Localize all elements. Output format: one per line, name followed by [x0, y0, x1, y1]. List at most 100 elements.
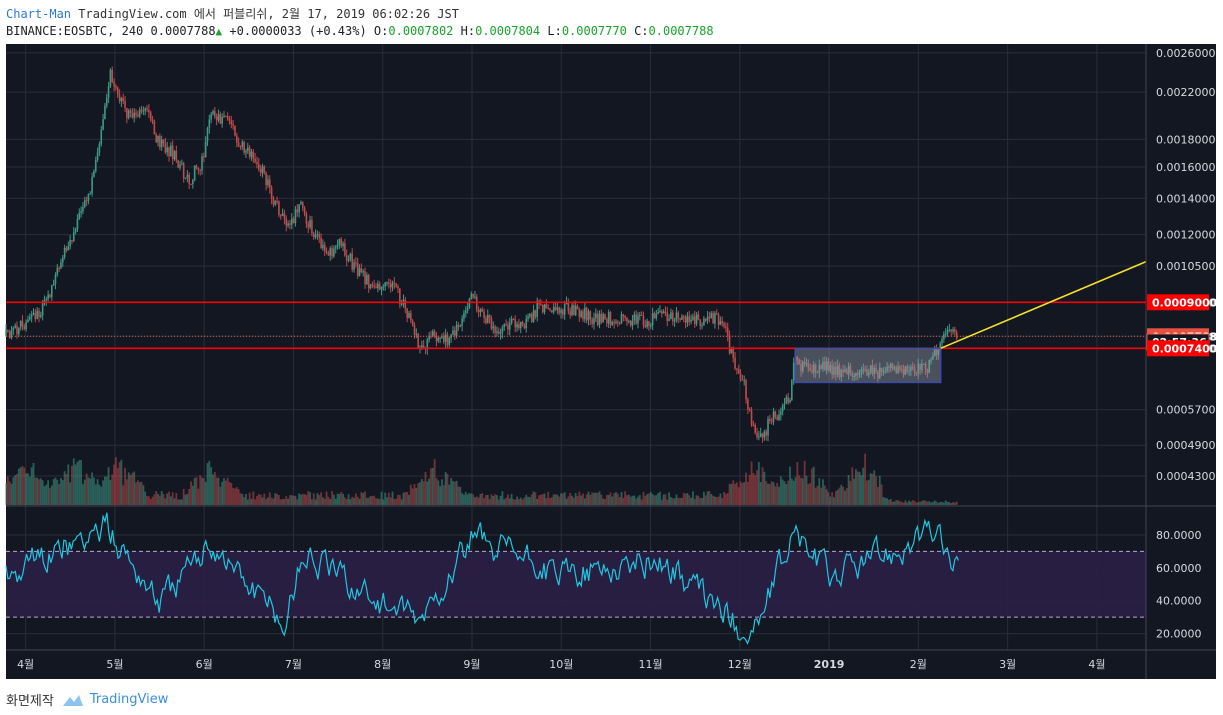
volume-bar — [629, 496, 632, 505]
candle-body — [408, 313, 410, 318]
candle-body — [681, 316, 683, 320]
candle-body — [50, 285, 53, 297]
candle-body — [695, 314, 698, 324]
y-tick-label: 0.0004900 — [1156, 439, 1216, 452]
volume-bar — [534, 492, 537, 505]
candle-body — [168, 147, 170, 157]
candle-body — [236, 135, 238, 143]
candle-body — [181, 163, 183, 165]
candle-body — [712, 312, 714, 324]
candle-body — [256, 161, 258, 164]
candle-body — [32, 312, 35, 315]
volume-bar — [160, 491, 163, 505]
candle-body — [593, 317, 595, 324]
volume-bar — [208, 460, 211, 505]
volume-bar — [21, 466, 24, 505]
drawings-overlay[interactable] — [6, 260, 1147, 384]
volume-bar — [541, 494, 544, 505]
volume-bar — [946, 501, 949, 505]
candle-body — [94, 159, 97, 172]
volume-bar — [508, 498, 511, 505]
candle-body — [91, 176, 93, 194]
candle-body — [375, 287, 377, 289]
volume-bar — [924, 500, 927, 505]
volume-bar — [395, 498, 398, 505]
candle-body — [296, 209, 299, 213]
volume-bar — [539, 494, 542, 505]
candle-body — [816, 372, 819, 374]
candle-body — [21, 320, 24, 327]
volume-bar — [19, 467, 22, 505]
volume-bar — [49, 487, 51, 505]
volume-bar — [648, 493, 650, 505]
volume-bar — [715, 497, 718, 505]
candle-body — [602, 314, 604, 323]
footer-brand[interactable]: TradingView — [89, 692, 169, 707]
candle-body — [576, 306, 579, 309]
candle-body — [312, 233, 315, 238]
candle-body — [856, 373, 859, 375]
volume-bar — [651, 493, 654, 505]
candle-body — [472, 294, 474, 298]
volume-bar — [913, 500, 916, 505]
volume-bar — [886, 498, 888, 505]
volume-bar — [503, 499, 506, 505]
candle-body — [148, 109, 150, 113]
volume-bar — [331, 491, 333, 505]
candle-body — [529, 314, 531, 317]
volume-bar — [479, 494, 482, 505]
volume-bar — [618, 497, 621, 505]
candle-body — [175, 150, 178, 161]
volume-bar — [191, 485, 194, 505]
candle-body — [748, 409, 751, 411]
volume-bar — [278, 495, 280, 505]
candle-body — [829, 365, 832, 371]
price-change: +0.0000033 (+0.43%) — [229, 24, 367, 38]
candle-body — [30, 314, 33, 318]
author-name[interactable]: Chart-Man — [6, 7, 72, 21]
y-tick-label: 0.0004300 — [1156, 470, 1216, 483]
volume-bar — [424, 471, 427, 505]
candle-body — [900, 369, 903, 371]
volume-bar — [415, 488, 418, 505]
y-tick-label: 0.0026000 — [1156, 47, 1216, 60]
volume-bar — [466, 494, 469, 505]
volume-bar — [941, 501, 943, 505]
y-tick-label: 0.0005700 — [1156, 404, 1216, 417]
candle-body — [921, 363, 923, 370]
candle-body — [377, 283, 379, 289]
volume-bar — [115, 457, 117, 505]
candle-body — [508, 323, 511, 330]
candle-body — [880, 367, 883, 372]
candle-body — [311, 219, 313, 234]
candle-body — [283, 213, 286, 219]
candle-body — [428, 335, 430, 340]
candle-body — [836, 365, 839, 375]
volume-bar — [616, 493, 619, 505]
candle-body — [411, 320, 414, 326]
footer-text: 화면제작 — [6, 694, 54, 709]
candle-body — [124, 101, 126, 108]
volume-bar — [184, 494, 187, 505]
candle-body — [827, 361, 830, 371]
candle-body — [847, 366, 850, 375]
candle-body — [459, 325, 462, 327]
volume-bar — [952, 502, 954, 505]
volume-bar — [14, 475, 17, 505]
candle-body — [289, 223, 291, 225]
volume-bar — [375, 498, 377, 505]
volume-bar — [527, 496, 529, 505]
volume-bar — [549, 498, 551, 505]
candle-body — [507, 324, 509, 330]
candle-body — [688, 316, 691, 322]
candle-body — [380, 287, 383, 290]
candle-body — [721, 321, 724, 324]
volume-bar — [779, 476, 782, 505]
volume-bar — [228, 481, 231, 505]
volume-bar — [463, 494, 465, 505]
candle-body — [809, 368, 811, 371]
candle-body — [113, 82, 115, 87]
volume-bar — [591, 492, 594, 505]
volume-bar — [840, 484, 843, 505]
